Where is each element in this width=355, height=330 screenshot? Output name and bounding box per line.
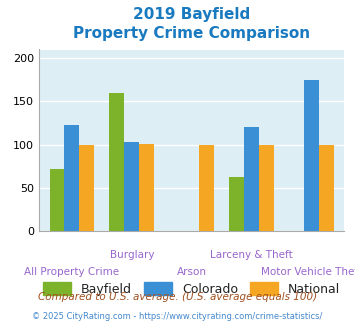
Legend: Bayfield, Colorado, National: Bayfield, Colorado, National	[38, 277, 345, 301]
Bar	[124, 142, 139, 231]
Text: © 2025 CityRating.com - https://www.cityrating.com/crime-statistics/: © 2025 CityRating.com - https://www.city…	[32, 312, 323, 321]
Bar	[50, 169, 65, 231]
Text: Larceny & Theft: Larceny & Theft	[210, 250, 293, 260]
Bar	[229, 177, 244, 231]
Text: All Property Crime: All Property Crime	[24, 267, 120, 277]
Bar	[259, 145, 274, 231]
Bar	[109, 93, 124, 231]
Bar	[319, 145, 334, 231]
Text: Motor Vehicle Theft: Motor Vehicle Theft	[261, 267, 355, 277]
Bar	[199, 145, 214, 231]
Title: 2019 Bayfield
Property Crime Comparison: 2019 Bayfield Property Crime Comparison	[73, 7, 310, 41]
Text: Arson: Arson	[177, 267, 207, 277]
Bar	[244, 127, 259, 231]
Bar	[65, 125, 80, 231]
Bar	[304, 80, 319, 231]
Text: Burglary: Burglary	[110, 250, 154, 260]
Bar	[80, 145, 94, 231]
Bar	[139, 144, 154, 231]
Text: Compared to U.S. average. (U.S. average equals 100): Compared to U.S. average. (U.S. average …	[38, 292, 317, 302]
